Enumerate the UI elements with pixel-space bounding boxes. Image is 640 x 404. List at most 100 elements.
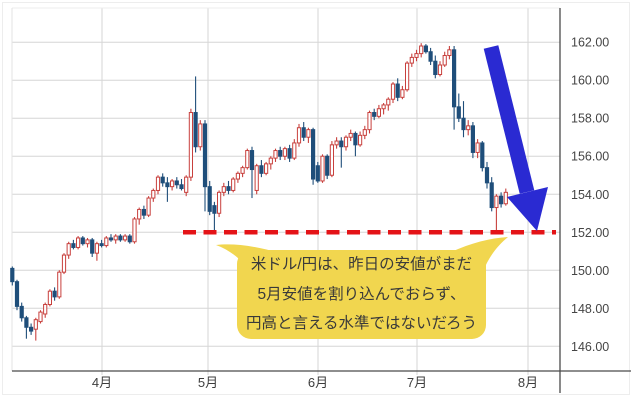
y-axis-tick-label: 150.00	[571, 264, 609, 278]
candle-bullish	[76, 237, 81, 248]
candle-bearish	[10, 267, 15, 283]
candle-bearish	[160, 176, 165, 184]
candle-bullish	[123, 235, 128, 241]
candle-bearish	[452, 49, 457, 108]
candle-bullish	[475, 142, 480, 153]
candle-bearish	[428, 51, 433, 62]
candle-bullish	[61, 254, 67, 273]
candle-bullish	[57, 271, 62, 298]
candle-bearish	[287, 148, 292, 159]
candle-bullish	[447, 49, 452, 57]
candle-bullish	[282, 148, 287, 157]
candle-bullish	[33, 319, 38, 330]
candle-bullish	[329, 144, 334, 176]
candle-bearish	[259, 165, 264, 174]
candle-bearish	[24, 317, 29, 328]
candle-bullish	[466, 125, 471, 131]
candle-bullish	[343, 136, 349, 148]
candle-bullish	[437, 64, 443, 76]
candle-bullish	[419, 45, 424, 55]
candle-bullish	[381, 104, 386, 110]
candle-bearish	[179, 184, 184, 190]
candle-bullish	[348, 132, 353, 138]
candle-bearish	[202, 123, 208, 188]
candle-bearish	[71, 243, 76, 248]
candle-bearish	[433, 60, 438, 76]
candle-bearish	[423, 45, 428, 53]
arrow-head	[507, 187, 548, 231]
candle-bullish	[47, 290, 52, 305]
candle-bearish	[80, 237, 85, 245]
candle-bullish	[231, 178, 236, 191]
candle-bearish	[456, 106, 461, 119]
candle-bullish	[386, 98, 391, 106]
candle-bullish	[334, 140, 339, 146]
annotation-line-2: 5月安値を割り込んでおらず、	[257, 285, 466, 303]
candle-bullish	[132, 218, 137, 243]
candle-bearish	[470, 125, 475, 153]
candle-bearish	[353, 132, 358, 146]
x-axis-month-label: 8月	[518, 375, 538, 390]
annotation-line-3: 円高と言える水準ではないだろう	[245, 315, 478, 333]
candle-bearish	[484, 167, 490, 184]
candle-bullish	[273, 150, 278, 159]
candle-bullish	[358, 134, 363, 146]
candle-bullish	[405, 62, 410, 91]
x-axis-month-label: 5月	[198, 375, 218, 390]
candle-bullish	[104, 237, 109, 247]
candle-bullish	[390, 83, 396, 100]
candle-bullish	[367, 112, 372, 131]
candle-bullish	[296, 127, 302, 144]
candle-bullish	[414, 53, 419, 58]
candle-bullish	[188, 112, 194, 178]
candle-bearish	[278, 150, 283, 157]
candle-bearish	[480, 142, 485, 169]
candle-bullish	[155, 176, 161, 191]
candle-bearish	[325, 155, 330, 176]
candle-bullish	[320, 155, 325, 182]
candle-bullish	[254, 165, 259, 191]
candle-bearish	[193, 112, 198, 148]
y-axis-tick-label: 160.00	[571, 74, 609, 88]
axes	[12, 8, 631, 393]
candle-bullish	[151, 189, 156, 199]
candle-bullish	[184, 176, 189, 193]
candle-bearish	[127, 235, 132, 243]
candle-bullish	[264, 163, 269, 174]
candle-bearish	[90, 239, 95, 254]
panel-border	[2, 2, 630, 395]
y-axis-tick-label: 146.00	[571, 340, 609, 354]
candle-bearish	[226, 186, 231, 191]
candle-bearish	[99, 243, 104, 247]
candle-bullish	[43, 303, 48, 315]
candle-bullish	[170, 180, 175, 188]
candle-bullish	[376, 108, 381, 117]
candle-bullish	[306, 129, 311, 138]
candle-bullish	[66, 243, 71, 256]
downtrend-arrow	[483, 45, 548, 231]
annotation-line-1: 米ドル/円は、昨日の安値がまだ	[250, 256, 473, 274]
candle-bullish	[442, 55, 447, 66]
y-axis-tick-label: 158.00	[571, 112, 609, 126]
candle-bullish	[268, 157, 273, 165]
candle-bullish	[240, 167, 245, 174]
y-axis-tick-label: 156.00	[571, 150, 609, 164]
candle-bearish	[14, 281, 20, 307]
candle-bearish	[118, 235, 123, 241]
candle-bullish	[503, 191, 508, 205]
candle-bearish	[52, 290, 57, 298]
candle-bearish	[141, 208, 147, 216]
candle-bullish	[198, 123, 203, 148]
candle-bearish	[212, 205, 217, 214]
candle-bearish	[249, 150, 255, 171]
candle-bearish	[19, 305, 24, 319]
candle-bearish	[372, 112, 377, 117]
candle-bearish	[174, 180, 179, 186]
candle-bearish	[339, 140, 344, 148]
y-axis-tick-label: 162.00	[571, 36, 609, 50]
candle-bearish	[301, 127, 306, 138]
candle-bullish	[113, 235, 118, 241]
candle-bearish	[315, 165, 320, 182]
